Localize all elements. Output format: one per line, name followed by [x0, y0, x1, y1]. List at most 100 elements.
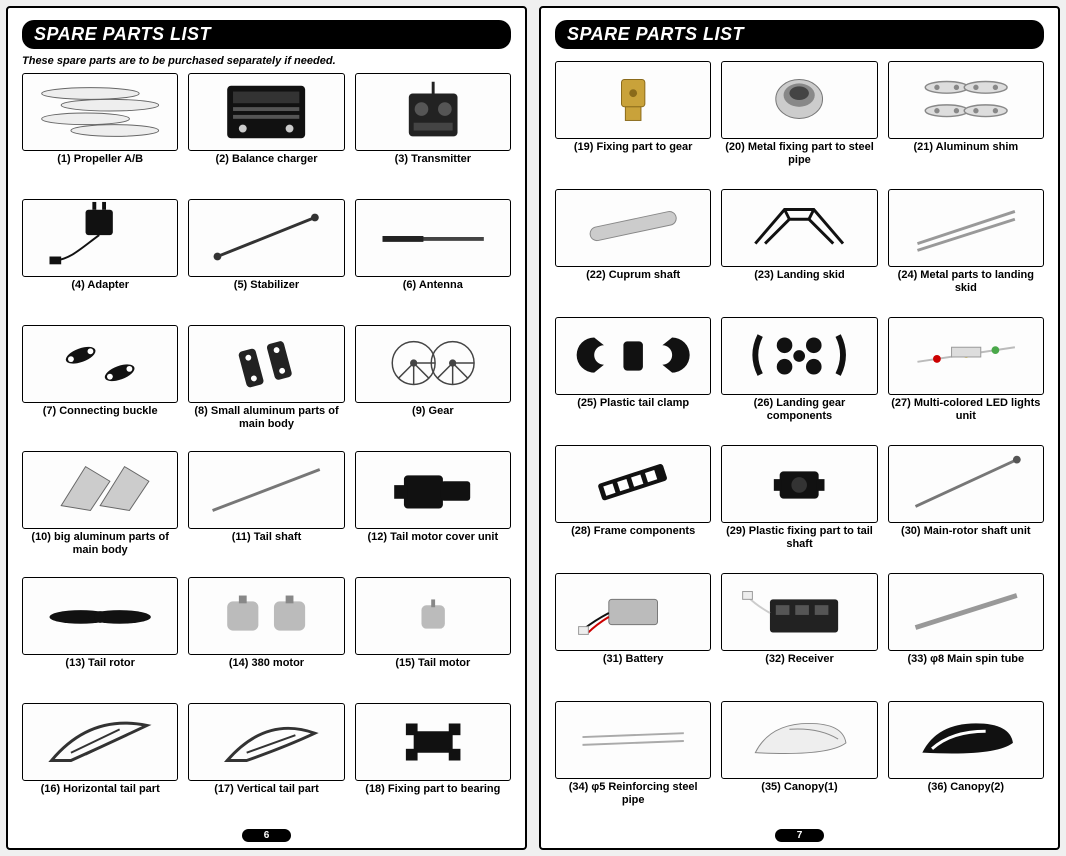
parts-cell: (26) Landing gear components [721, 317, 877, 441]
parts-cell: (24) Metal parts to landing skid [888, 189, 1044, 313]
parts-caption: (35) Canopy(1) [759, 779, 839, 807]
parts-thumb [555, 189, 711, 267]
parts-cell: (1) Propeller A/B [22, 73, 178, 195]
parts-cell: (16) Horizontal tail part [22, 703, 178, 825]
parts-thumb [555, 317, 711, 395]
parts-caption: (29) Plastic fixing part to tail shaft [721, 523, 877, 551]
parts-thumb [188, 451, 344, 529]
parts-caption: (27) Multi-colored LED lights unit [888, 395, 1044, 423]
parts-cell: (12) Tail motor cover unit [355, 451, 511, 573]
parts-thumb [355, 73, 511, 151]
parts-caption: (16) Horizontal tail part [39, 781, 162, 809]
parts-caption: (17) Vertical tail part [212, 781, 321, 809]
parts-cell: (6) Antenna [355, 199, 511, 321]
parts-cell: (10) big aluminum parts of main body [22, 451, 178, 573]
parts-cell: (30) Main-rotor shaft unit [888, 445, 1044, 569]
parts-caption: (5) Stabilizer [232, 277, 301, 305]
parts-thumb [721, 445, 877, 523]
parts-cell: (18) Fixing part to bearing [355, 703, 511, 825]
parts-caption: (36) Canopy(2) [926, 779, 1006, 807]
parts-caption: (10) big aluminum parts of main body [22, 529, 178, 557]
parts-cell: (8) Small aluminum parts of main body [188, 325, 344, 447]
parts-thumb [555, 701, 711, 779]
page-num-right: 7 [775, 829, 825, 842]
parts-thumb [22, 577, 178, 655]
parts-caption: (9) Gear [410, 403, 456, 431]
parts-cell: (7) Connecting buckle [22, 325, 178, 447]
parts-caption: (4) Adapter [69, 277, 131, 305]
parts-cell: (34) φ5 Reinforcing steel pipe [555, 701, 711, 825]
parts-cell: (19) Fixing part to gear [555, 61, 711, 185]
parts-cell: (25) Plastic tail clamp [555, 317, 711, 441]
parts-thumb [555, 573, 711, 651]
parts-caption: (20) Metal fixing part to steel pipe [721, 139, 877, 167]
parts-thumb [22, 73, 178, 151]
parts-cell: (3) Transmitter [355, 73, 511, 195]
parts-thumb [888, 573, 1044, 651]
parts-caption: (7) Connecting buckle [41, 403, 160, 431]
parts-caption: (24) Metal parts to landing skid [888, 267, 1044, 295]
parts-cell: (11) Tail shaft [188, 451, 344, 573]
parts-thumb [22, 199, 178, 277]
parts-cell: (32) Receiver [721, 573, 877, 697]
parts-caption: (21) Aluminum shim [911, 139, 1020, 167]
parts-thumb [22, 451, 178, 529]
parts-caption: (2) Balance charger [213, 151, 319, 179]
parts-caption: (28) Frame components [569, 523, 697, 551]
parts-cell: (33) φ8 Main spin tube [888, 573, 1044, 697]
parts-cell: (29) Plastic fixing part to tail shaft [721, 445, 877, 569]
parts-thumb [888, 701, 1044, 779]
parts-caption: (25) Plastic tail clamp [575, 395, 691, 423]
parts-thumb [355, 703, 511, 781]
parts-thumb [888, 61, 1044, 139]
grid-right: (19) Fixing part to gear (20) Metal fixi… [555, 61, 1044, 825]
parts-thumb [188, 577, 344, 655]
parts-caption: (34) φ5 Reinforcing steel pipe [555, 779, 711, 807]
parts-caption: (32) Receiver [763, 651, 836, 679]
parts-cell: (28) Frame components [555, 445, 711, 569]
parts-cell: (35) Canopy(1) [721, 701, 877, 825]
parts-thumb [721, 573, 877, 651]
parts-caption: (3) Transmitter [393, 151, 473, 179]
subtitle: These spare parts are to be purchased se… [22, 55, 511, 67]
parts-thumb [355, 199, 511, 277]
parts-thumb [188, 703, 344, 781]
parts-cell: (9) Gear [355, 325, 511, 447]
parts-cell: (21) Aluminum shim [888, 61, 1044, 185]
parts-thumb [188, 73, 344, 151]
parts-thumb [22, 703, 178, 781]
parts-thumb [22, 325, 178, 403]
parts-caption: (26) Landing gear components [721, 395, 877, 423]
parts-cell: (23) Landing skid [721, 189, 877, 313]
parts-cell: (27) Multi-colored LED lights unit [888, 317, 1044, 441]
parts-thumb [355, 325, 511, 403]
parts-cell: (15) Tail motor [355, 577, 511, 699]
parts-caption: (18) Fixing part to bearing [363, 781, 502, 809]
page-right: SPARE PARTS LIST (19) Fixing part to gea… [539, 6, 1060, 850]
parts-thumb [555, 445, 711, 523]
parts-caption: (1) Propeller A/B [55, 151, 145, 179]
parts-thumb [355, 451, 511, 529]
parts-cell: (5) Stabilizer [188, 199, 344, 321]
parts-thumb [188, 325, 344, 403]
parts-caption: (11) Tail shaft [230, 529, 303, 557]
parts-caption: (8) Small aluminum parts of main body [188, 403, 344, 431]
title-right: SPARE PARTS LIST [555, 20, 1044, 49]
parts-cell: (31) Battery [555, 573, 711, 697]
parts-thumb [555, 61, 711, 139]
grid-left: (1) Propeller A/B (2) Balance charger (3… [22, 73, 511, 825]
parts-cell: (13) Tail rotor [22, 577, 178, 699]
parts-thumb [888, 445, 1044, 523]
parts-caption: (33) φ8 Main spin tube [905, 651, 1026, 679]
parts-thumb [188, 199, 344, 277]
parts-thumb [888, 317, 1044, 395]
title-left: SPARE PARTS LIST [22, 20, 511, 49]
page-left: SPARE PARTS LIST These spare parts are t… [6, 6, 527, 850]
parts-caption: (6) Antenna [401, 277, 465, 305]
page-num-left: 6 [242, 829, 292, 842]
parts-thumb [355, 577, 511, 655]
parts-cell: (14) 380 motor [188, 577, 344, 699]
parts-caption: (23) Landing skid [752, 267, 846, 295]
parts-caption: (30) Main-rotor shaft unit [899, 523, 1033, 551]
parts-thumb [721, 189, 877, 267]
